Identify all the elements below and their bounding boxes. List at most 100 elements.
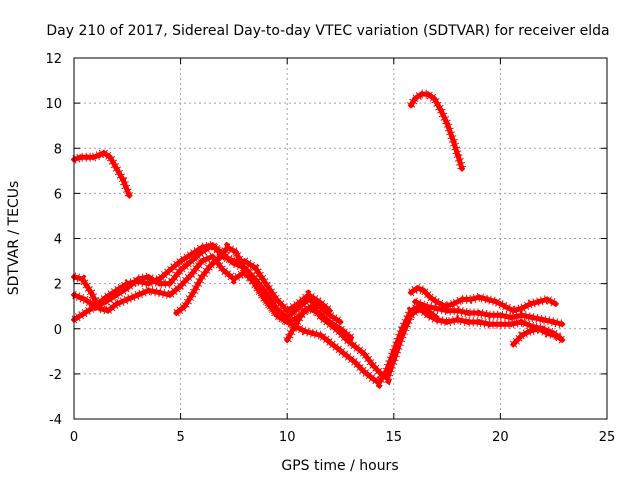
data-point [309,303,316,310]
data-point [318,314,325,321]
data-point [343,352,350,359]
data-point [156,289,163,296]
data-point [486,321,493,328]
data-point [233,249,239,255]
data-point [422,303,429,310]
y-axis-label: SDTVAR / TECUs [6,181,22,296]
data-point [190,289,197,296]
data-point [284,307,291,314]
data-point [96,305,103,312]
data-point [559,321,566,328]
data-point [518,319,525,325]
data-point [198,249,205,255]
data-point [450,300,457,307]
data-point [220,267,227,274]
data-point [476,310,483,316]
data-point [188,271,195,278]
data-point [414,285,421,292]
data-point [552,300,559,307]
data-point [198,258,205,265]
data-point [454,316,461,323]
data-point [343,337,350,343]
data-point [209,253,216,260]
data-point [510,307,517,314]
data-point [427,294,433,301]
data-point [166,267,173,274]
y-tick-label: -2 [49,368,62,383]
x-tick-label: 25 [599,430,616,445]
data-point [407,312,414,319]
data-point [207,262,214,269]
series-arc-8 [407,283,559,316]
data-point [407,289,414,296]
data-point [177,282,184,289]
data-point [459,165,465,172]
data-point [188,258,195,265]
data-point [433,316,440,323]
data-point [535,298,542,305]
y-tick-label: 4 [54,233,62,248]
x-tick-label: 15 [386,430,403,445]
data-point [412,95,419,102]
series-marker-band [173,241,440,390]
data-point [375,379,382,386]
series-marker-band [72,239,343,326]
data-point [252,264,259,271]
data-point [103,298,109,305]
data-point [250,278,257,285]
y-tick-label: 12 [45,52,62,67]
data-point [83,154,90,161]
data-point [486,312,493,319]
data-point [294,305,301,312]
data-point [301,328,308,334]
data-point [301,307,308,314]
data-point [156,280,163,287]
series-arc-2 [407,89,467,172]
data-point [275,312,282,319]
data-point [518,312,525,319]
data-point [309,330,316,337]
x-axis-label: GPS time / hours [281,458,398,474]
data-point [124,296,131,303]
data-point [352,359,359,366]
data-point [361,368,367,375]
data-point [433,305,440,312]
data-point [267,303,274,310]
data-point [444,319,451,325]
data-point [424,312,431,319]
data-point [540,316,546,323]
data-point [476,294,483,301]
data-point [497,321,504,328]
data-point [508,321,515,328]
data-point [81,310,88,316]
data-point [166,280,173,287]
data-point [508,314,515,321]
data-point [318,332,325,339]
data-point [188,251,195,258]
series-arc-1 [71,147,134,199]
data-point [407,102,414,109]
data-point [107,154,114,161]
data-point [305,296,312,303]
data-point [113,165,120,172]
data-point [177,267,184,274]
data-point [493,298,500,305]
data-point [230,260,237,267]
data-point [145,273,152,280]
data-point [145,287,152,294]
data-point [258,291,265,298]
data-point [424,91,431,98]
data-point [369,361,376,368]
data-point [181,303,188,310]
data-point [450,138,457,145]
data-point [81,296,88,303]
x-tick-label: 5 [176,430,184,445]
data-point [518,305,525,312]
x-tick-label: 20 [492,430,509,445]
data-point [465,310,472,316]
data-point [79,276,86,283]
data-point [529,314,536,321]
y-tick-label: 2 [54,278,62,293]
series-arc-6 [173,241,440,390]
